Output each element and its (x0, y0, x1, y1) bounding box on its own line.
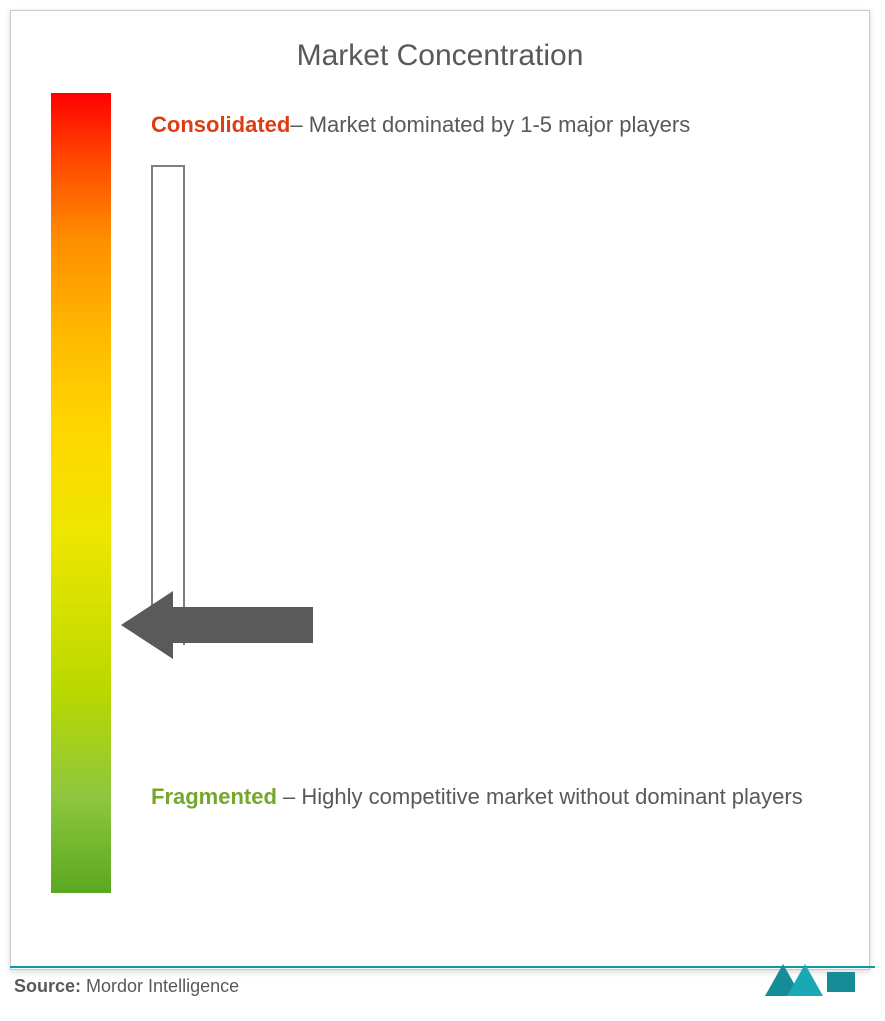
bracket-indicator (151, 165, 191, 645)
consolidated-label: Consolidated– Market dominated by 1-5 ma… (151, 101, 839, 149)
footer: Source: Mordor Intelligence (10, 966, 875, 1011)
chart-container: Market Concentration Consolidated– Marke… (10, 10, 870, 970)
chart-area: Consolidated– Market dominated by 1-5 ma… (11, 93, 869, 913)
concentration-gradient-bar (51, 93, 111, 893)
fragmented-text: – Highly competitive market without domi… (277, 784, 803, 809)
arrow-body (173, 607, 313, 643)
fragmented-label: Fragmented – Highly competitive market w… (151, 773, 839, 821)
source-text: Source: Mordor Intelligence (10, 976, 875, 997)
mordor-logo-icon (765, 964, 855, 1001)
source-label: Source: (14, 976, 81, 996)
consolidated-highlight: Consolidated (151, 112, 290, 137)
bracket-top (151, 165, 185, 167)
consolidated-text: – Market dominated by 1-5 major players (290, 112, 690, 137)
fragmented-highlight: Fragmented (151, 784, 277, 809)
arrow-head-icon (121, 591, 173, 659)
bracket-right (183, 165, 185, 645)
bracket-left (151, 165, 153, 645)
chart-title: Market Concentration (11, 11, 869, 93)
source-value: Mordor Intelligence (81, 976, 239, 996)
